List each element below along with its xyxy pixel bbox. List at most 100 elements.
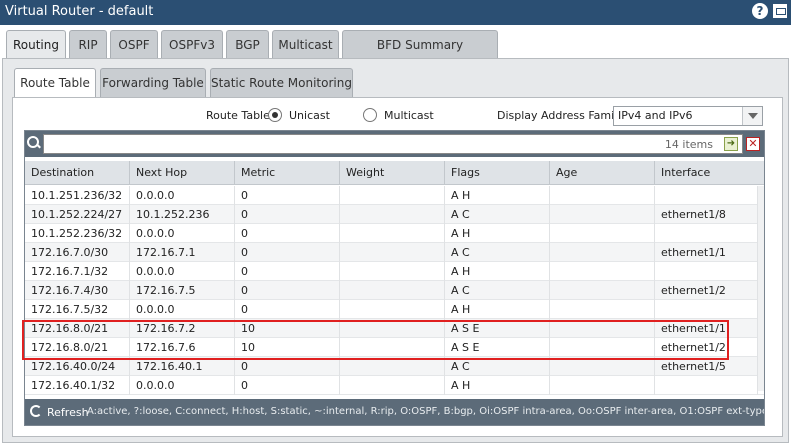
tab-ospfv3[interactable]: OSPFv3 (161, 30, 223, 59)
cell-next-hop: 172.16.7.5 (130, 281, 235, 300)
col-flags[interactable]: Flags (445, 161, 550, 185)
cell-age (550, 262, 655, 281)
cell-weight (340, 243, 445, 262)
cell-interface: ethernet1/2 (655, 281, 758, 300)
col-age[interactable]: Age (550, 161, 655, 185)
unicast-label: Unicast (289, 109, 330, 122)
cell-weight (340, 376, 445, 395)
search-input[interactable] (43, 134, 743, 154)
multicast-radio[interactable] (363, 108, 377, 122)
table-row[interactable]: 10.1.252.224/27 10.1.252.236 0 A C ethernet1… (25, 205, 764, 224)
address-family-select[interactable]: IPv4 and IPv6 (613, 106, 763, 126)
cell-weight (340, 319, 445, 338)
unicast-radio[interactable] (268, 108, 282, 122)
window-titlebar: Virtual Router - default ? (0, 0, 791, 25)
cell-destination: 172.16.7.4/30 (25, 281, 130, 300)
tab-bfd-summary[interactable]: BFD Summary Information (342, 30, 498, 80)
table-row[interactable]: 10.1.252.236/32 0.0.0.0 0 A H (25, 224, 764, 243)
cell-next-hop: 10.1.252.236 (130, 205, 235, 224)
cell-age (550, 243, 655, 262)
tab-static-route-monitoring[interactable]: Static Route Monitoring (210, 68, 353, 97)
cell-age (550, 357, 655, 376)
col-metric[interactable]: Metric (235, 161, 340, 185)
cell-next-hop: 0.0.0.0 (130, 262, 235, 281)
tab-route-table[interactable]: Route Table (14, 68, 96, 98)
cell-metric: 10 (235, 319, 340, 338)
tab-rip[interactable]: RIP (69, 30, 107, 59)
refresh-icon[interactable] (30, 405, 42, 417)
table-scrollbar[interactable] (758, 186, 764, 391)
cell-age (550, 281, 655, 300)
col-weight[interactable]: Weight (340, 161, 445, 185)
multicast-label: Multicast (384, 109, 434, 122)
table-row[interactable]: 172.16.7.0/30 172.16.7.1 0 A C ethernet1/1 (25, 243, 764, 262)
cell-destination: 10.1.252.236/32 (25, 224, 130, 243)
cell-interface (655, 186, 758, 205)
cell-flags: A H (445, 262, 550, 281)
table-row[interactable]: 172.16.7.4/30 172.16.7.5 0 A C ethernet1/2 (25, 281, 764, 300)
cell-age (550, 186, 655, 205)
go-arrow-icon[interactable]: ➜ (724, 137, 738, 151)
tab-forwarding-table[interactable]: Forwarding Table (100, 68, 206, 97)
grid-footer: Refresh A:active, ?:loose, C:connect, H:… (25, 399, 764, 425)
cell-metric: 0 (235, 262, 340, 281)
cell-metric: 0 (235, 205, 340, 224)
cell-flags: A C (445, 243, 550, 262)
search-bar: 14 items ➜ ✕ (25, 131, 764, 157)
cell-next-hop: 172.16.7.6 (130, 338, 235, 357)
cell-flags: A C (445, 357, 550, 376)
cell-weight (340, 224, 445, 243)
table-row[interactable]: 172.16.8.0/21 172.16.7.6 10 A S E ethernet1/… (25, 338, 764, 357)
table-row[interactable]: 172.16.40.1/32 0.0.0.0 0 A H (25, 376, 764, 395)
address-family-label: Display Address Family (497, 109, 624, 122)
col-destination[interactable]: Destination (25, 161, 130, 185)
table-row[interactable]: 172.16.8.0/21 172.16.7.2 10 A S E ethernet1/… (25, 319, 764, 338)
table-header: Destination Next Hop Metric Weight Flags… (25, 161, 764, 185)
cell-metric: 10 (235, 338, 340, 357)
refresh-button[interactable]: Refresh (47, 406, 89, 419)
cell-flags: A C (445, 281, 550, 300)
flags-legend: A:active, ?:loose, C:connect, H:host, S:… (87, 406, 764, 417)
cell-weight (340, 205, 445, 224)
clear-icon[interactable]: ✕ (746, 137, 760, 151)
cell-flags: A C (445, 205, 550, 224)
window-icon[interactable] (773, 4, 787, 18)
cell-weight (340, 262, 445, 281)
table-row[interactable]: 10.1.251.236/32 0.0.0.0 0 A H (25, 186, 764, 205)
cell-flags: A H (445, 300, 550, 319)
window-title: Virtual Router - default (5, 4, 154, 19)
cell-metric: 0 (235, 281, 340, 300)
col-next-hop[interactable]: Next Hop (130, 161, 235, 185)
table-row[interactable]: 172.16.7.1/32 0.0.0.0 0 A H (25, 262, 764, 281)
cell-weight (340, 300, 445, 319)
tab-multicast[interactable]: Multicast (272, 30, 339, 59)
cell-destination: 172.16.40.0/24 (25, 357, 130, 376)
col-interface[interactable]: Interface (661, 166, 711, 179)
cell-age (550, 319, 655, 338)
tab-ospf[interactable]: OSPF (110, 30, 158, 59)
cell-interface (655, 376, 758, 395)
cell-destination: 172.16.8.0/21 (25, 319, 130, 338)
cell-age (550, 224, 655, 243)
chevron-down-icon[interactable] (742, 107, 762, 125)
cell-destination: 172.16.8.0/21 (25, 338, 130, 357)
cell-interface (655, 300, 758, 319)
cell-age (550, 376, 655, 395)
table-row[interactable]: 172.16.7.5/32 0.0.0.0 0 A H (25, 300, 764, 319)
cell-destination: 172.16.7.0/30 (25, 243, 130, 262)
cell-flags: A S E (445, 319, 550, 338)
cell-destination: 10.1.252.224/27 (25, 205, 130, 224)
tab-routing[interactable]: Routing (6, 30, 66, 60)
cell-metric: 0 (235, 224, 340, 243)
cell-destination: 172.16.7.5/32 (25, 300, 130, 319)
cell-flags: A H (445, 186, 550, 205)
cell-interface (655, 224, 758, 243)
cell-metric: 0 (235, 357, 340, 376)
cell-interface: ethernet1/1 (655, 319, 758, 338)
help-icon[interactable]: ? (752, 3, 768, 19)
address-family-value: IPv4 and IPv6 (618, 109, 693, 122)
table-row[interactable]: 172.16.40.0/24 172.16.40.1 0 A C ethernet1/5 (25, 357, 764, 376)
cell-next-hop: 0.0.0.0 (130, 186, 235, 205)
tab-bgp[interactable]: BGP (226, 30, 269, 59)
outer-tab-bar: Routing RIP OSPF OSPFv3 BGP Multicast BF… (0, 25, 791, 80)
